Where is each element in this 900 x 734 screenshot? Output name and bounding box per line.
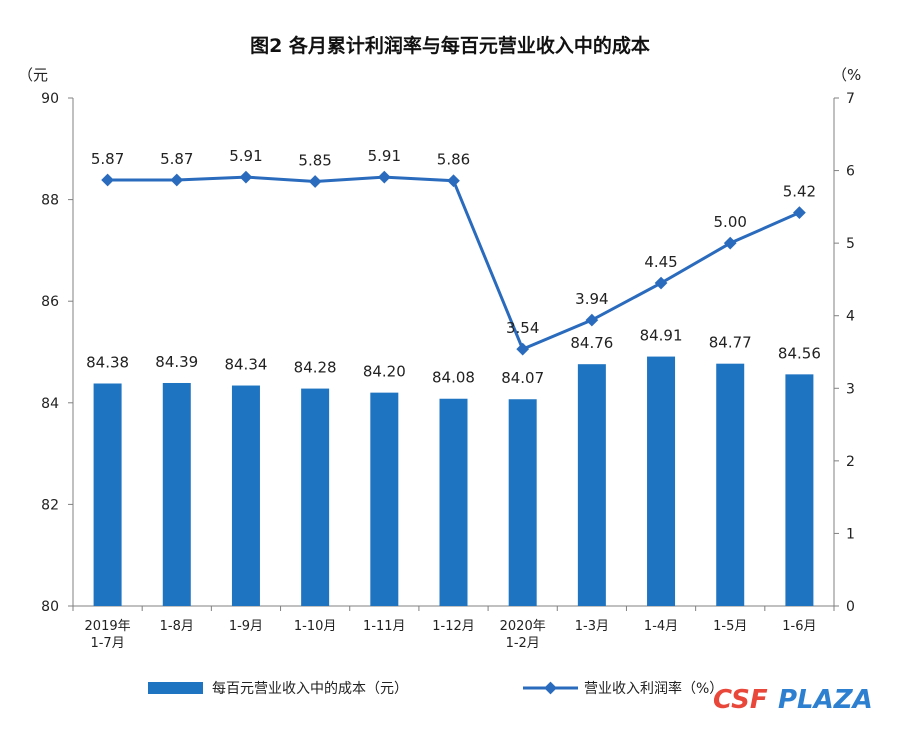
x-tick-label: 1-11月 — [363, 619, 406, 634]
line-point — [101, 173, 114, 187]
x-tick-label-line: 1-3月 — [575, 619, 609, 634]
bar-data-label: 84.91 — [640, 327, 683, 345]
left-tick-label: 88 — [41, 193, 59, 209]
left-tick-label: 84 — [41, 396, 59, 412]
legend-line-label: 营业收入利润率（%） — [584, 680, 723, 697]
bar-series: 84.38 84.39 84.34 84.28 84.20 84.08 84.07 84.76… — [86, 327, 821, 606]
x-tick-label-line: 1-2月 — [506, 636, 540, 651]
bar — [370, 392, 399, 606]
line-data-label: 3.94 — [575, 290, 608, 308]
line-data-label: 5.87 — [91, 150, 124, 168]
right-tick-label: 2 — [846, 454, 855, 470]
x-tick-label: 1-3月 — [575, 619, 609, 634]
bar — [231, 385, 260, 606]
x-tick-label-line: 2019年 — [85, 619, 131, 634]
x-tick-label: 1-10月 — [294, 619, 337, 634]
left-tick-label: 90 — [41, 91, 59, 107]
line-point — [377, 170, 391, 184]
bar — [508, 399, 537, 606]
line-point — [447, 174, 460, 188]
right-tick-label: 4 — [846, 309, 855, 325]
legend-line-marker — [544, 681, 557, 695]
line-data-label: 5.85 — [298, 151, 331, 169]
legend: 每百元营业收入中的成本（元） 营业收入利润率（%） — [148, 680, 723, 697]
chart-title: 图2 各月累计利润率与每百元营业收入中的成本 — [250, 34, 650, 57]
bar — [785, 374, 814, 606]
line-point — [239, 170, 253, 184]
bar-data-label: 84.39 — [155, 353, 198, 371]
right-tick-label: 7 — [846, 91, 855, 107]
bar — [162, 382, 191, 606]
x-tick-label-line: 2020年 — [500, 619, 546, 634]
right-tick-label: 5 — [846, 236, 855, 252]
line-data-label: 3.54 — [506, 319, 539, 337]
line-point — [654, 276, 668, 290]
bar — [716, 363, 745, 606]
bar — [647, 356, 676, 606]
profit-rate-line — [107, 175, 801, 352]
line-point — [723, 236, 737, 250]
bar-data-label: 84.28 — [294, 359, 337, 377]
x-tick-label: 1-5月 — [713, 619, 747, 634]
bar-data-label: 84.38 — [86, 353, 129, 371]
right-tick-label: 0 — [846, 599, 855, 615]
line-point — [170, 173, 184, 187]
left-axis-unit: （元 — [18, 66, 48, 84]
x-tick-label-line: 1-12月 — [432, 619, 475, 634]
bar-data-label: 84.34 — [224, 356, 267, 374]
bar — [439, 398, 468, 606]
x-tick-label-line: 1-7月 — [90, 636, 124, 651]
bar-data-label: 84.20 — [363, 363, 406, 381]
watermark: CSF PLAZA — [713, 685, 873, 715]
right-axis-unit: （% — [832, 66, 861, 84]
x-tick-label-line: 1-5月 — [713, 619, 747, 634]
x-tick-label: 1-4月 — [644, 619, 678, 634]
line-point — [793, 206, 806, 220]
line-data-label: 5.87 — [160, 150, 193, 168]
x-tick-label-line: 1-9月 — [229, 619, 263, 634]
bar-data-label: 84.07 — [501, 369, 544, 387]
right-tick-label: 1 — [846, 526, 855, 542]
left-tick-label: 82 — [41, 497, 59, 513]
x-tick-label-line: 1-4月 — [644, 619, 678, 634]
bar-data-label: 84.56 — [778, 344, 821, 362]
watermark-part1: CSF — [713, 685, 768, 715]
x-tick-label: 1-8月 — [160, 619, 194, 634]
x-tick-label-line: 1-6月 — [782, 619, 816, 634]
bar — [577, 364, 606, 606]
bar — [301, 388, 330, 606]
right-tick-label: 6 — [846, 164, 855, 180]
left-tick-label: 86 — [41, 294, 59, 310]
watermark-part2: PLAZA — [778, 685, 873, 715]
bar-data-label: 84.08 — [432, 369, 475, 387]
line-data-label: 5.42 — [783, 183, 816, 201]
x-tick-label: 2019年 1-7月 — [85, 619, 131, 651]
x-tick-label-line: 1-11月 — [363, 619, 406, 634]
line-point — [516, 342, 530, 356]
line-data-label: 5.86 — [437, 151, 470, 169]
bar-data-label: 84.76 — [570, 334, 613, 352]
line-point — [585, 313, 599, 327]
line-data-label: 5.91 — [368, 147, 401, 165]
left-tick-label: 80 — [41, 599, 59, 615]
line-data-label: 5.00 — [714, 213, 747, 231]
line-point — [308, 175, 322, 188]
line-data-label: 4.45 — [644, 253, 677, 271]
x-tick-label: 1-9月 — [229, 619, 263, 634]
x-tick-label-line: 1-8月 — [160, 619, 194, 634]
x-tick-label: 2020年 1-2月 — [500, 619, 546, 651]
line-data-label: 5.91 — [229, 147, 262, 165]
axes: 80 82 84 86 88 90 0 1 2 3 4 5 6 7 2019年 1-7月 1-8月 1-9月 1-1… — [41, 91, 855, 651]
x-tick-label: 1-6月 — [782, 619, 816, 634]
legend-bar-swatch — [148, 682, 203, 694]
x-tick-label-line: 1-10月 — [294, 619, 337, 634]
bar-data-label: 84.77 — [709, 334, 752, 352]
legend-bar-label: 每百元营业收入中的成本（元） — [212, 681, 408, 697]
x-tick-label: 1-12月 — [432, 619, 475, 634]
line-series: 5.87 5.87 5.91 5.85 5.91 5.86 3.54 3.94 4.45 5.00… — [91, 147, 816, 356]
right-tick-label: 3 — [846, 381, 855, 397]
bar — [93, 383, 122, 606]
